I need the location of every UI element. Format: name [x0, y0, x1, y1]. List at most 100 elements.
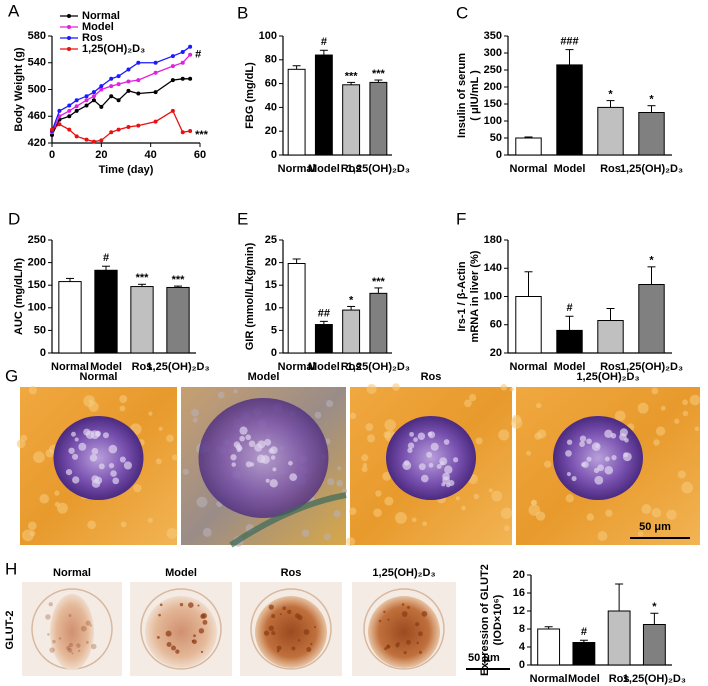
tissue-texture	[637, 402, 649, 414]
y-tick-label: 500	[28, 83, 46, 95]
bar	[572, 642, 596, 666]
y-tick-label: 420	[28, 137, 46, 149]
y-tick-label: 180	[484, 234, 502, 246]
tissue-texture	[327, 478, 335, 486]
panel-letter: D	[8, 209, 20, 228]
tissue-texture	[191, 408, 199, 417]
islet-cell	[288, 460, 293, 466]
panel-letter: F	[456, 209, 466, 228]
islet-cell	[256, 454, 266, 464]
y-tick-label: 0	[271, 347, 277, 359]
tissue-texture	[39, 493, 50, 504]
tissue-texture	[366, 384, 377, 394]
tissue-texture	[28, 386, 37, 395]
stain-speck	[200, 650, 204, 654]
x-tick-label: 1,25(OH)₂D₃	[620, 361, 683, 373]
tissue-texture	[475, 437, 483, 445]
islet-cell	[110, 470, 117, 477]
stain-speck	[291, 646, 296, 651]
data-point	[99, 104, 104, 109]
scale-bar-label: 50 μm	[468, 652, 500, 664]
tissue-texture	[536, 402, 542, 409]
tissue-texture	[586, 513, 594, 521]
stain-speck	[68, 642, 74, 648]
bar	[607, 610, 631, 666]
bar	[314, 54, 333, 156]
tissue-texture	[500, 507, 513, 519]
data-point	[109, 94, 114, 99]
stain-speck	[197, 604, 200, 607]
stain-speck	[166, 641, 172, 647]
legend-marker	[67, 14, 71, 18]
tissue-texture	[651, 507, 662, 518]
islet-cell	[269, 446, 278, 455]
islet-cell	[98, 463, 105, 470]
tissue-texture	[341, 488, 348, 494]
y-axis-label: GIR (mmol/L/kg/min)	[244, 242, 256, 350]
x-tick-label: Model	[90, 361, 122, 373]
x-tick-label: 1,25(OH)₂D₃	[620, 163, 683, 175]
islet-cell	[452, 457, 459, 463]
islet-cell	[239, 426, 248, 435]
series-end-label: ***	[195, 129, 209, 141]
data-point	[126, 88, 131, 93]
tissue-texture	[681, 481, 694, 494]
tissue-texture	[488, 488, 493, 493]
y-axis-label: Irs-1 / β-Actin	[456, 261, 468, 332]
tissue-texture	[651, 387, 659, 395]
islet-cell	[428, 462, 434, 468]
stain-speck	[306, 646, 312, 652]
tissue-texture	[301, 529, 310, 537]
stain-speck	[276, 645, 282, 651]
panel-letter: B	[237, 3, 248, 22]
tissue-texture	[361, 454, 369, 462]
islet-cell	[102, 432, 109, 439]
data-point	[180, 50, 185, 55]
y-axis-label: ( μIU/mL )	[469, 70, 481, 121]
y-tick-label: 0	[40, 347, 46, 359]
significance-label: #	[321, 36, 327, 48]
data-point	[188, 76, 193, 81]
tissue-texture	[166, 528, 178, 539]
stain-speck	[48, 602, 53, 607]
tissue-texture	[375, 490, 382, 497]
islet-cell	[269, 479, 278, 488]
tissue-texture	[120, 521, 127, 528]
islet-cell	[78, 442, 87, 451]
tissue-texture	[597, 531, 608, 541]
panel-letter: E	[237, 209, 248, 228]
significance-label: ##	[318, 307, 330, 319]
panel-letter: A	[8, 1, 20, 20]
tissue-texture	[682, 410, 689, 417]
tissue-texture	[537, 429, 547, 439]
islet-cell	[441, 482, 446, 487]
islet-cell	[71, 431, 76, 437]
islet-cell	[444, 465, 453, 474]
y-tick-label: 200	[28, 257, 46, 269]
tissue-texture	[605, 509, 613, 517]
panel-letter: C	[456, 3, 468, 22]
tissue-texture	[233, 389, 238, 394]
data-point	[84, 98, 89, 103]
tissue-texture	[171, 454, 178, 461]
data-point	[153, 60, 158, 65]
significance-label: #	[103, 252, 109, 264]
islet-cell	[231, 462, 236, 467]
stain-speck	[403, 651, 407, 655]
stain-speck	[314, 626, 317, 629]
stain-label: GLUT-2	[4, 610, 16, 649]
data-point	[67, 114, 72, 119]
significance-label: *	[649, 255, 654, 267]
islet-cell	[417, 432, 426, 440]
stain-speck	[68, 614, 72, 617]
tissue-texture	[16, 439, 26, 449]
significance-label: ###	[560, 36, 578, 48]
tissue-texture	[349, 412, 357, 420]
y-tick-label: 60	[265, 78, 277, 90]
y-tick-label: 0	[496, 149, 502, 161]
stain-speck	[193, 634, 196, 638]
tissue-texture	[674, 418, 680, 424]
islet-cell	[65, 468, 73, 476]
stain-speck	[171, 645, 176, 651]
y-tick-label: 580	[28, 30, 46, 42]
